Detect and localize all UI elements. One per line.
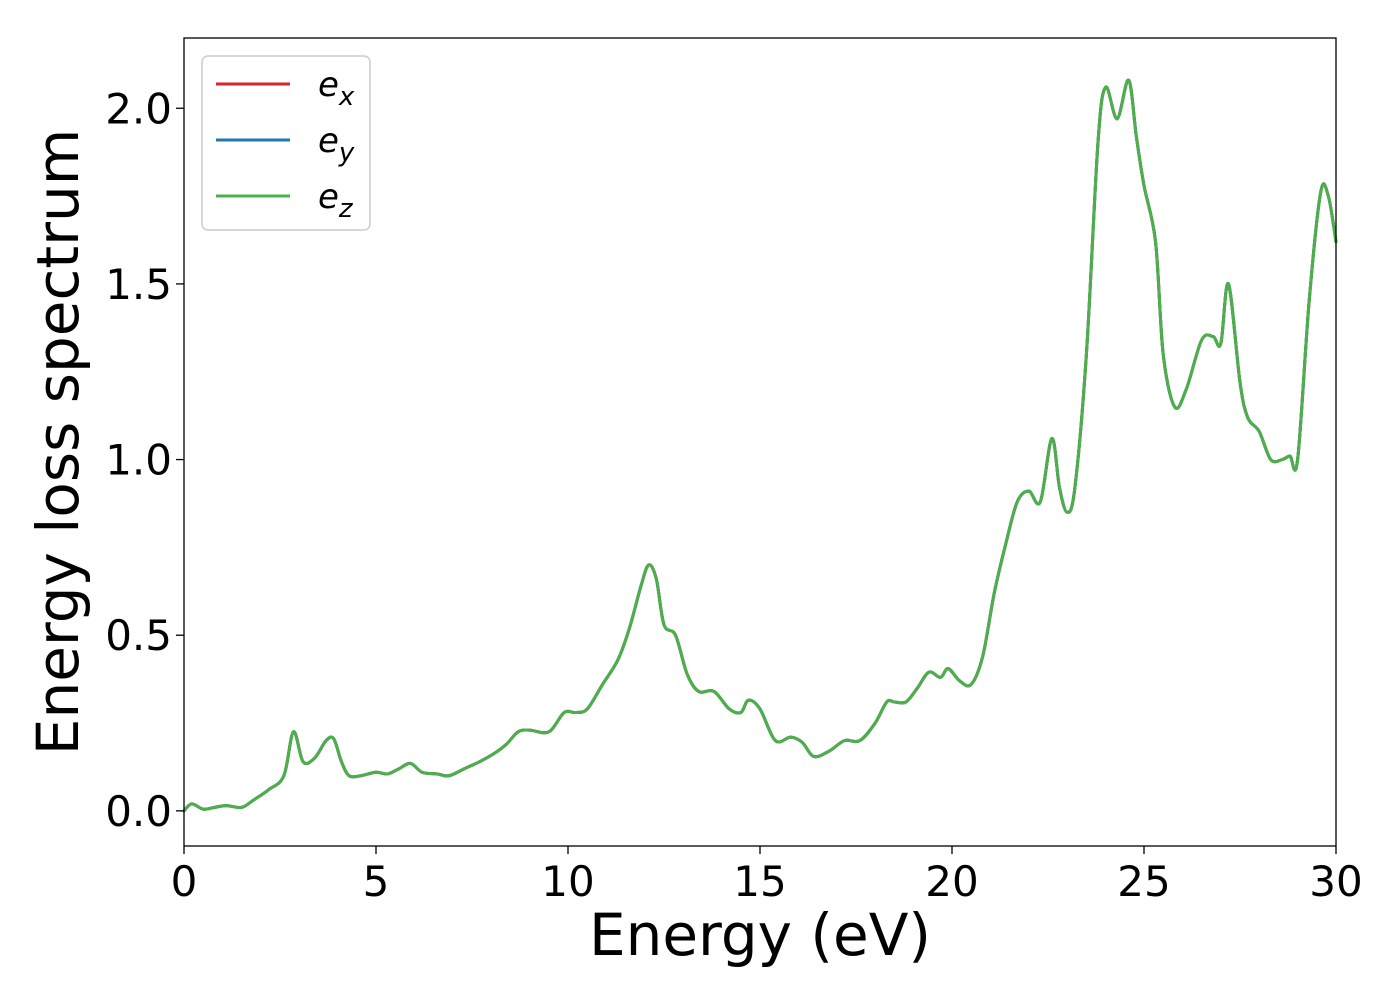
x-tick-label: 5 [363,857,390,906]
y-tick-label: 1.0 [105,436,172,485]
x-tick-label: 30 [1309,857,1362,906]
x-tick-label: 15 [733,857,786,906]
x-axis-title: Energy (eV) [589,901,931,969]
legend-items: ex ey ez [216,65,355,224]
y-tick-label: 0.5 [105,611,172,660]
y-axis-title: Energy loss spectrum [24,129,92,755]
y-tick-label: 2.0 [105,84,172,133]
legend-label-x: ex [318,65,355,112]
y-tick-label: 0.0 [105,787,172,836]
legend-box [201,55,371,231]
y-tick-label: 1.5 [105,260,172,309]
legend-label-y: ey [318,121,355,168]
legend-label-z: ez [318,177,354,224]
x-tick-label: 10 [541,857,594,906]
x-tick-label: 20 [925,857,978,906]
series-layer [182,78,1338,813]
x-tick-label: 25 [1117,857,1170,906]
y-axis-ticks: 0.0 0.5 1.0 1.5 2.0 [105,84,184,836]
series-line-e-z [182,78,1338,813]
x-axis-ticks: 0 5 10 15 20 25 30 [171,846,1363,906]
x-tick-label: 0 [171,857,198,906]
legend: ex ey ez [201,55,371,231]
